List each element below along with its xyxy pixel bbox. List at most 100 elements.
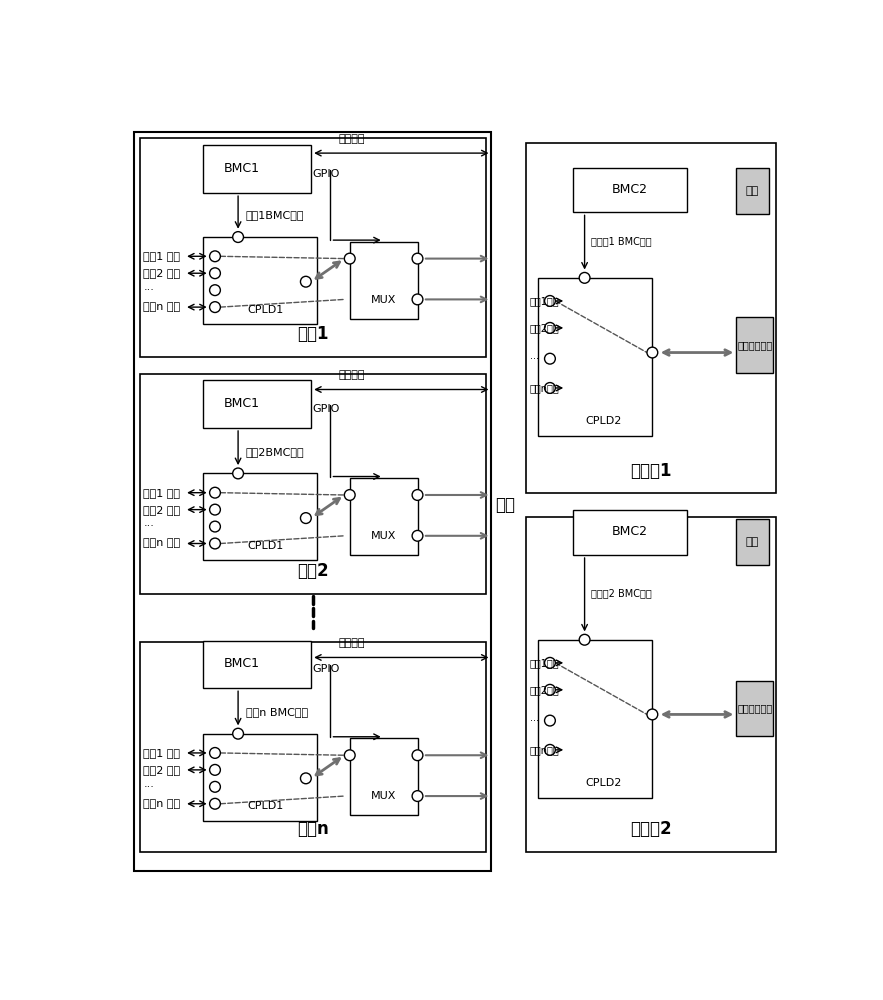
Text: 设备2 串口: 设备2 串口 [143, 765, 180, 775]
Bar [736, 168, 768, 214]
Text: 管理板1 BMC串口: 管理板1 BMC串口 [591, 236, 652, 246]
Circle shape [545, 353, 555, 364]
Text: ···: ··· [530, 354, 539, 364]
Circle shape [209, 748, 221, 758]
Text: 管理板1: 管理板1 [630, 462, 672, 480]
Text: 节点n串口: 节点n串口 [530, 745, 560, 755]
Bar [736, 519, 768, 565]
Circle shape [545, 296, 555, 306]
Circle shape [209, 251, 221, 262]
Text: BMC2: BMC2 [612, 183, 648, 196]
Circle shape [545, 684, 555, 695]
Bar [140, 642, 486, 852]
Text: CPLD1: CPLD1 [247, 541, 283, 551]
Text: 节点2BMC串口: 节点2BMC串口 [245, 447, 305, 457]
Text: BMC2: BMC2 [612, 525, 648, 538]
Text: 设备n 串口: 设备n 串口 [143, 302, 180, 312]
Circle shape [209, 781, 221, 792]
Bar [736, 681, 774, 736]
Bar [140, 374, 486, 594]
Bar [203, 145, 311, 193]
Circle shape [579, 634, 590, 645]
Circle shape [233, 728, 244, 739]
Text: MUX: MUX [371, 531, 396, 541]
Circle shape [647, 709, 658, 720]
Circle shape [412, 490, 423, 500]
Text: 网络通道: 网络通道 [338, 134, 365, 144]
Text: CPLD1: CPLD1 [247, 801, 283, 811]
Circle shape [412, 294, 423, 305]
Text: CPLD2: CPLD2 [585, 778, 622, 788]
Bar [140, 138, 486, 357]
Circle shape [545, 323, 555, 333]
Circle shape [209, 521, 221, 532]
Text: 节点2串口: 节点2串口 [530, 323, 560, 333]
Text: 节点n BMC串口: 节点n BMC串口 [245, 707, 308, 717]
Text: 设备2 串口: 设备2 串口 [143, 505, 180, 515]
Text: GPIO: GPIO [313, 664, 340, 674]
Circle shape [209, 504, 221, 515]
Text: 设备n 串口: 设备n 串口 [143, 538, 180, 548]
Text: 设备1 串口: 设备1 串口 [143, 748, 180, 758]
Text: ···: ··· [530, 716, 539, 726]
Circle shape [344, 490, 355, 500]
Text: 节点1串口: 节点1串口 [530, 296, 560, 306]
Circle shape [300, 773, 311, 784]
Text: ···: ··· [143, 285, 155, 295]
Bar [539, 278, 653, 436]
Bar [203, 734, 317, 821]
Circle shape [209, 487, 221, 498]
Text: 节点2串口: 节点2串口 [530, 685, 560, 695]
Text: 节点n串口: 节点n串口 [530, 383, 560, 393]
Text: 管理板2: 管理板2 [630, 820, 672, 838]
Circle shape [412, 750, 423, 761]
Circle shape [412, 530, 423, 541]
Bar [350, 242, 418, 319]
Circle shape [545, 744, 555, 755]
Circle shape [233, 468, 244, 479]
Bar [203, 380, 311, 428]
Bar [203, 473, 317, 560]
Bar [350, 738, 418, 815]
Bar [573, 168, 687, 212]
Circle shape [209, 798, 221, 809]
Bar [539, 640, 653, 798]
Text: 节点n: 节点n [297, 820, 328, 838]
Text: 网口: 网口 [746, 537, 759, 547]
Text: BMC1: BMC1 [224, 657, 260, 670]
Circle shape [233, 232, 244, 242]
Text: 网口: 网口 [746, 186, 759, 196]
Text: 设备2 串口: 设备2 串口 [143, 268, 180, 278]
Text: ···: ··· [143, 782, 155, 792]
Circle shape [647, 347, 658, 358]
Bar [736, 317, 774, 373]
Text: 网络通道: 网络通道 [338, 370, 365, 380]
Circle shape [579, 272, 590, 283]
Text: BMC1: BMC1 [224, 397, 260, 410]
Text: 背板: 背板 [495, 496, 516, 514]
Text: 节点1串口: 节点1串口 [530, 658, 560, 668]
Text: 设备n 串口: 设备n 串口 [143, 799, 180, 809]
Bar [203, 641, 311, 688]
Bar [526, 517, 776, 852]
Text: GPIO: GPIO [313, 404, 340, 414]
Circle shape [545, 657, 555, 668]
Circle shape [209, 285, 221, 296]
Circle shape [209, 302, 221, 312]
Text: MUX: MUX [371, 791, 396, 801]
Circle shape [545, 383, 555, 393]
Text: GPIO: GPIO [313, 169, 340, 179]
Text: 节点2: 节点2 [297, 562, 328, 580]
Circle shape [412, 253, 423, 264]
Bar [134, 132, 492, 871]
Text: 串口外部接口: 串口外部接口 [737, 340, 773, 350]
Text: CPLD1: CPLD1 [247, 305, 283, 315]
Circle shape [412, 791, 423, 801]
Circle shape [209, 538, 221, 549]
Circle shape [545, 715, 555, 726]
Text: 设备1 串口: 设备1 串口 [143, 488, 180, 498]
Text: 管理板2 BMC串口: 管理板2 BMC串口 [591, 589, 652, 599]
Circle shape [209, 268, 221, 279]
Bar [203, 237, 317, 324]
Text: 设备1 串口: 设备1 串口 [143, 251, 180, 261]
